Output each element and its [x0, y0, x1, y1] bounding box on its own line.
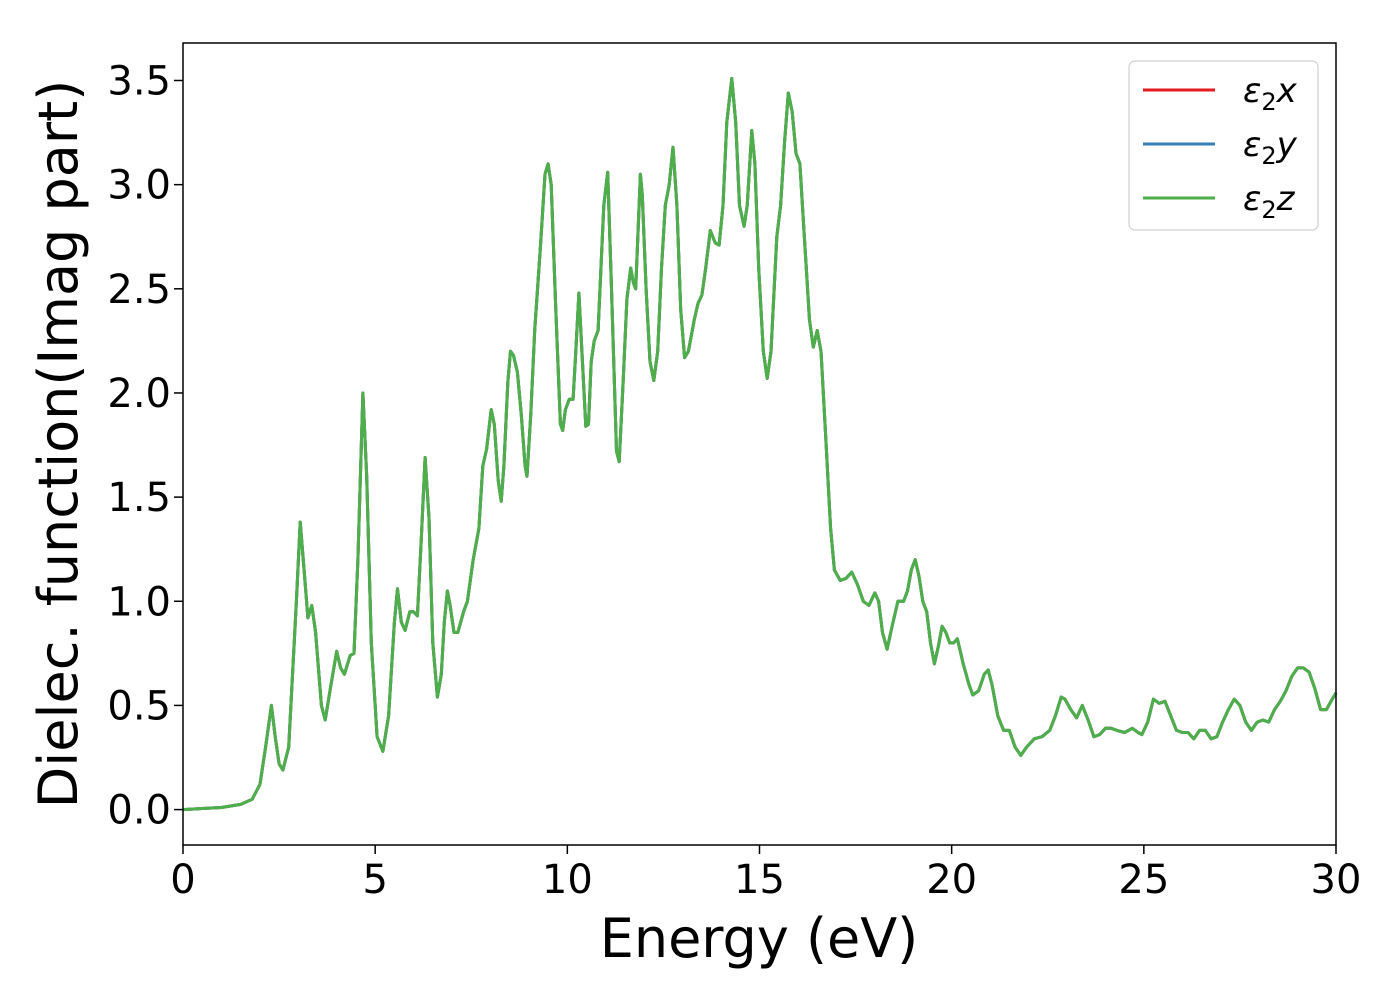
- y-tick-label: 3.0: [107, 163, 171, 209]
- series-line-2: [182, 76, 1338, 812]
- series-lines: [182, 76, 1338, 812]
- y-axis-label: Dielec. function(Imag part): [27, 80, 90, 809]
- y-axis-ticks: 0.0 0.5 1.0 1.5 2.0 2.5 3.0 3.5: [107, 58, 183, 834]
- legend-label-0: ε2x: [1243, 71, 1298, 116]
- y-tick-label: 3.5: [107, 58, 171, 104]
- x-axis-label: Energy (eV): [600, 907, 919, 970]
- y-tick-label: 1.0: [107, 579, 171, 625]
- legend: ε2x ε2y ε2z: [1128, 60, 1319, 231]
- y-tick-label: 2.5: [107, 267, 171, 313]
- legend-label-1: ε2y: [1243, 125, 1298, 170]
- y-tick-label: 0.5: [107, 683, 171, 729]
- x-tick-label: 25: [1118, 857, 1169, 903]
- x-tick-label: 0: [170, 857, 195, 903]
- legend-box: [1128, 60, 1319, 231]
- x-tick-label: 10: [542, 857, 593, 903]
- x-axis-ticks: 0 5 10 15 20 25 30: [170, 845, 1361, 903]
- x-tick-label: 15: [734, 857, 785, 903]
- legend-label-2: ε2z: [1243, 179, 1296, 224]
- x-tick-label: 20: [926, 857, 977, 903]
- x-tick-label: 30: [1311, 857, 1362, 903]
- x-tick-label: 5: [362, 857, 387, 903]
- y-tick-label: 1.5: [107, 475, 171, 521]
- y-tick-label: 0.0: [107, 788, 171, 834]
- y-tick-label: 2.0: [107, 371, 171, 417]
